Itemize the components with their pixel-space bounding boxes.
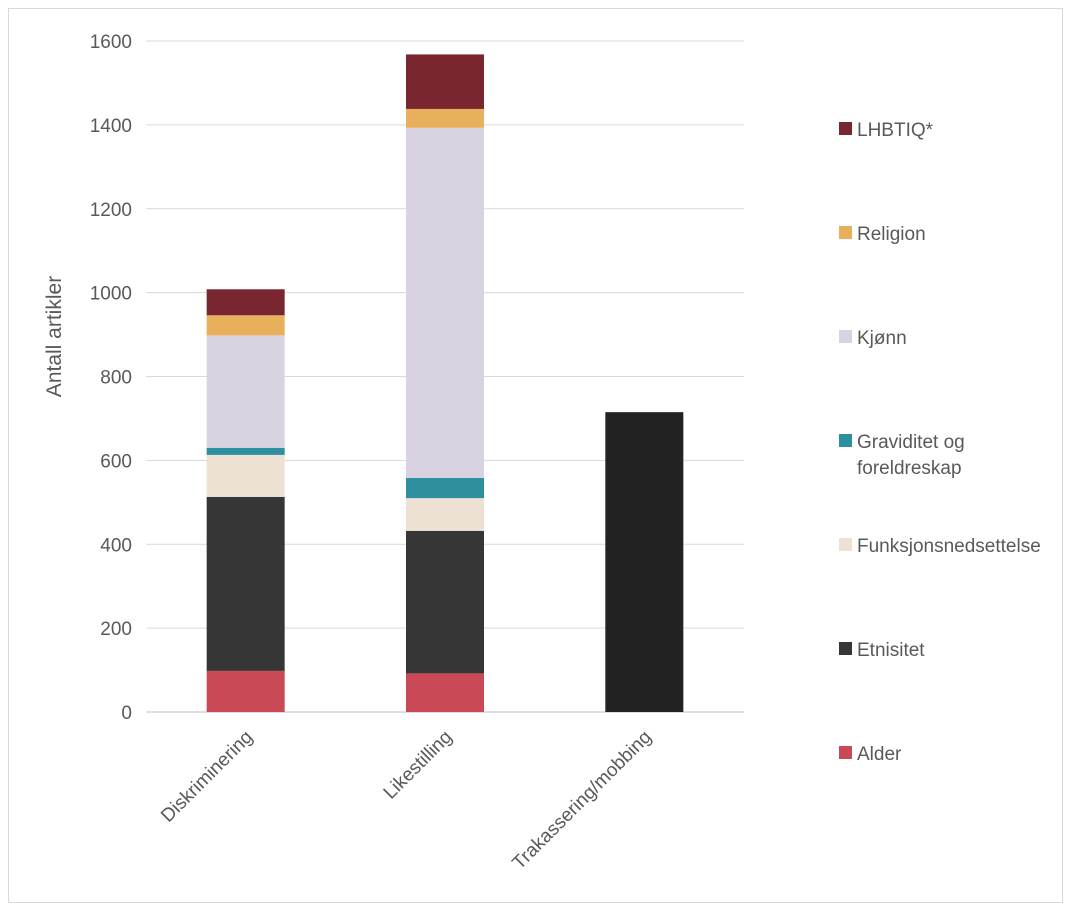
bar-segment-lhbtiq-likestilling <box>406 54 484 109</box>
legend-swatch <box>839 746 852 759</box>
y-axis-title: Antall artikler <box>43 276 66 397</box>
legend: LHBTIQ* Religion Kjønn Graviditet og foreldr… <box>839 120 1041 765</box>
bar-segment-etnisitet-diskriminering <box>206 496 285 671</box>
x-tick-label: Likestilling <box>380 727 457 804</box>
legend-swatch <box>839 538 852 551</box>
legend-swatch <box>839 226 852 239</box>
y-tick-label: 200 <box>100 619 132 640</box>
bar-segment-total-trakassering-mobbing <box>605 412 684 712</box>
x-tick-label: Diskriminering <box>157 727 257 827</box>
bar-segment-kj-nn-diskriminering <box>206 335 285 448</box>
bar-segment-lhbtiq-diskriminering <box>206 289 285 316</box>
legend-label: LHBTIQ* <box>857 120 934 141</box>
bar-segment-alder-likestilling <box>406 673 484 712</box>
legend-label: Graviditet og <box>857 432 965 453</box>
legend-swatch <box>839 122 852 135</box>
y-tick-label: 1600 <box>90 32 132 53</box>
legend-swatch <box>839 434 852 447</box>
legend-label: foreldreskap <box>857 458 962 479</box>
y-tick-label: 0 <box>121 703 132 724</box>
x-axis-ticks: Diskriminering Likestilling Trakassering/m… <box>157 727 656 874</box>
bar-segment-religion-likestilling <box>406 108 484 128</box>
bar-segment-graviditet-og-foreldreskap-likestilling <box>406 477 484 499</box>
chart-frame: 0 200 400 600 800 1000 1200 1400 1600 Diskrimine… <box>8 8 1063 903</box>
y-tick-label: 1400 <box>90 116 132 137</box>
x-tick-label: Trakassering/mobbing <box>509 727 656 874</box>
legend-label: Alder <box>857 744 902 765</box>
legend-swatch <box>839 330 852 343</box>
y-tick-label: 800 <box>100 368 132 389</box>
bar-segment-alder-diskriminering <box>206 670 285 712</box>
bar-segment-etnisitet-likestilling <box>406 530 484 674</box>
legend-label: Kjønn <box>857 328 907 349</box>
bar-segment-religion-diskriminering <box>206 315 285 336</box>
legend-label: Religion <box>857 224 926 245</box>
stacked-bar-chart: 0 200 400 600 800 1000 1200 1400 1600 Diskrimine… <box>43 32 1041 874</box>
legend-label: Etnisitet <box>857 640 925 661</box>
bar-segment-graviditet-og-foreldreskap-diskriminering <box>206 447 285 455</box>
y-tick-label: 1200 <box>90 200 132 221</box>
legend-swatch <box>839 642 852 655</box>
bars <box>206 54 684 712</box>
y-axis-ticks: 0 200 400 600 800 1000 1200 1400 1600 <box>90 32 132 724</box>
bar-segment-kj-nn-likestilling <box>406 127 484 478</box>
bar-segment-funksjonsnedsettelse-diskriminering <box>206 454 285 497</box>
bar-segment-funksjonsnedsettelse-likestilling <box>406 498 484 531</box>
legend-label: Funksjonsnedsettelse <box>857 536 1041 557</box>
y-tick-label: 600 <box>100 451 132 472</box>
y-tick-label: 400 <box>100 535 132 556</box>
y-tick-label: 1000 <box>90 284 132 305</box>
